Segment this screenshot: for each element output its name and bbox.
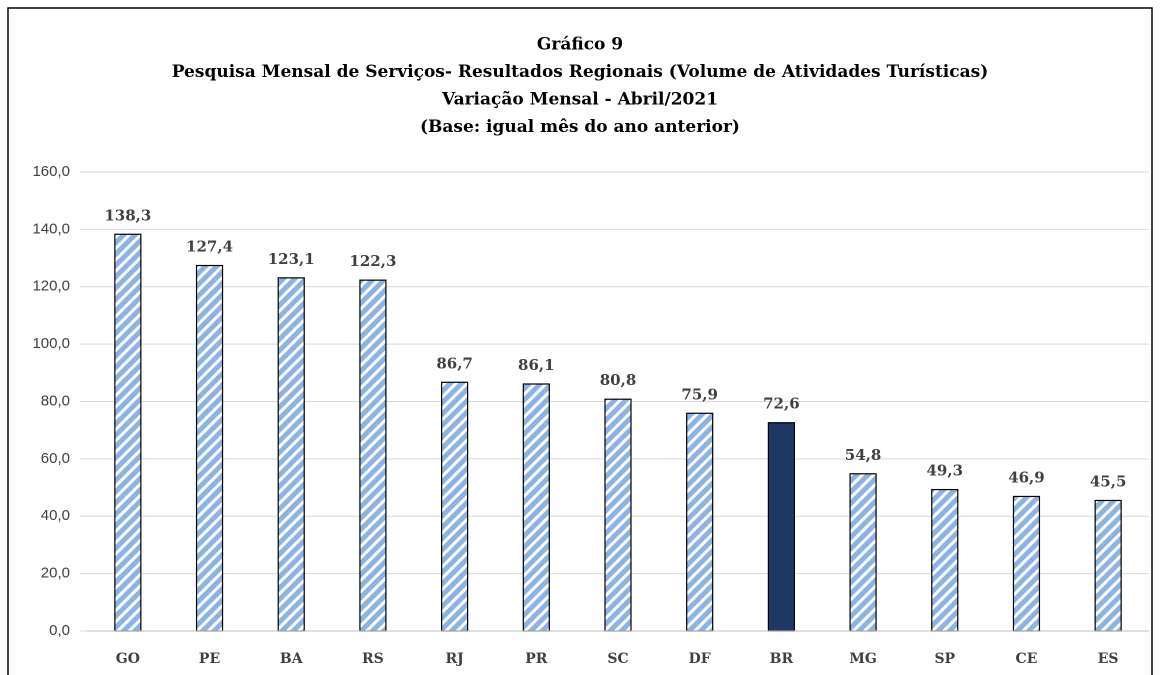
chart-title: Variação Mensal - Abril/2021: [441, 90, 718, 110]
y-tick-label: 160,0: [32, 163, 70, 180]
bar: [931, 488, 959, 632]
x-tick-label: RJ: [445, 651, 464, 667]
x-tick-label: PE: [199, 651, 220, 667]
bar: [849, 473, 877, 632]
bar: [195, 264, 224, 632]
y-tick-label: 20,0: [41, 565, 70, 582]
y-tick-label: 60,0: [41, 450, 70, 467]
chart-title: Pesquisa Mensal de Serviços- Resultados …: [172, 62, 989, 82]
value-label: 75,9: [681, 385, 718, 403]
x-tick-label: MG: [849, 651, 876, 667]
x-tick-label: PR: [525, 651, 548, 667]
chart-title: Gráfico 9: [537, 35, 623, 55]
bar: [114, 233, 142, 632]
value-label: 127,4: [186, 238, 233, 256]
x-tick-label: DF: [689, 651, 711, 667]
bar: [686, 412, 714, 632]
value-label: 86,7: [436, 354, 473, 372]
value-label: 122,3: [349, 252, 396, 270]
x-tick-label: SP: [934, 651, 955, 667]
y-tick-label: 0,0: [49, 622, 70, 639]
value-label: 72,6: [763, 395, 800, 413]
value-label: 86,1: [518, 356, 555, 374]
x-tick-label: ES: [1098, 651, 1119, 667]
bar: [441, 381, 469, 632]
bar: [522, 383, 550, 632]
y-tick-label: 140,0: [32, 220, 70, 237]
y-tick-label: 80,0: [41, 392, 70, 409]
x-tick-label: RS: [362, 651, 384, 667]
value-label: 138,3: [104, 206, 151, 224]
value-label: 45,5: [1090, 472, 1127, 490]
x-tick-label: SC: [607, 651, 628, 667]
chart-title: (Base: igual mês do ano anterior): [420, 117, 740, 137]
bar: [277, 277, 305, 632]
bar: [1012, 495, 1041, 632]
bar: [359, 279, 387, 632]
value-label: 54,8: [845, 446, 882, 464]
bar: [604, 398, 632, 632]
x-tick-label: BA: [280, 651, 304, 667]
y-tick-label: 120,0: [32, 278, 70, 295]
y-tick-label: 100,0: [32, 335, 70, 352]
x-tick-label: GO: [116, 651, 140, 667]
x-tick-label: CE: [1016, 651, 1038, 667]
x-tick-label: BR: [770, 651, 794, 667]
y-tick-label: 40,0: [41, 507, 70, 524]
bar: [767, 422, 795, 632]
value-label: 123,1: [268, 250, 315, 268]
bar: [1094, 499, 1122, 632]
value-label: 46,9: [1008, 468, 1045, 486]
value-label: 80,8: [600, 371, 637, 389]
value-label: 49,3: [926, 462, 963, 480]
